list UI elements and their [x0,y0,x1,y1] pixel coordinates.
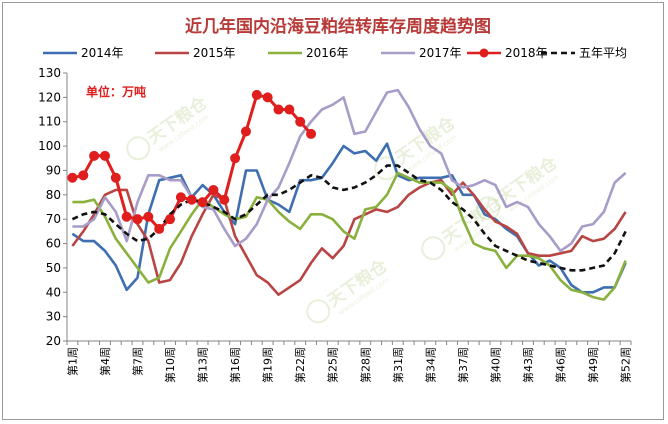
y-tick-label: 30 [46,310,61,324]
data-point-marker [175,192,186,203]
data-point-marker [230,153,241,164]
legend-label-4: 2018年 [505,46,548,60]
y-tick-label: 20 [46,334,61,348]
x-tick-label: 第46周 [554,347,568,383]
data-point-marker [143,211,154,222]
y-tick-label: 100 [38,139,61,153]
data-point-marker [99,150,110,161]
data-point-marker [165,214,176,225]
watermark-logo-icon [476,196,501,221]
x-tick-label: 第37周 [456,347,470,383]
data-point-marker [208,184,219,195]
data-point-marker [186,194,197,205]
series-markers [67,89,317,234]
x-tick-label: 第43周 [521,347,535,383]
chart-title: 近几年国内沿海豆粕结转库存周度趋势图 [185,16,491,37]
data-point-marker [154,223,165,234]
legend-label-5: 五年平均 [579,46,627,60]
x-tick-label: 第10周 [163,347,177,383]
data-point-marker [78,170,89,181]
x-tick-label: 第22周 [293,347,307,383]
watermark-logo-icon [306,299,331,324]
series-line-3 [72,88,627,253]
data-point-marker [240,126,251,137]
legend-label-0: 2014年 [81,46,124,60]
x-tick-label: 第16周 [228,347,242,383]
x-tick-label: 第4周 [98,347,112,376]
data-point-marker [121,211,132,222]
data-point-marker [197,197,208,208]
y-tick-label: 110 [38,115,61,129]
x-tick-label: 第52周 [619,347,633,383]
x-tick-label: 第1周 [65,347,79,376]
chart-frame: 近几年国内沿海豆粕结转库存周度趋势图 天下粮仓 www.cofeed.com 天下粮… [2,2,664,420]
x-tick-label: 第34周 [423,347,437,383]
data-point-marker [306,128,317,139]
data-point-marker [89,150,100,161]
y-tick-label: 70 [46,212,61,226]
x-tick-label: 第7周 [131,347,145,376]
data-point-marker [262,92,273,103]
legend-label-3: 2017年 [419,46,462,60]
series-line-5 [71,164,627,272]
series-line-1 [71,178,627,297]
watermark-logo-icon [421,236,446,261]
y-tick-label: 90 [46,163,61,177]
legend-label-2: 2016年 [306,46,349,60]
series-line-2 [72,171,627,301]
data-point-marker [251,89,262,100]
data-point-marker [219,194,230,205]
data-point-marker [110,172,121,183]
y-tick-label: 60 [46,237,61,251]
y-tick-label: 40 [46,285,61,299]
data-point-marker [132,214,143,225]
chart-legend: 2014年 2015年 2016年 2017年 2018年 五年平均 [43,46,627,60]
x-tick-label: 第28周 [358,347,372,383]
data-point-marker [295,116,306,127]
y-tick-label: 130 [38,66,61,80]
data-point-marker [284,104,295,115]
legend-marker [479,48,489,58]
watermark-logo-icon [374,156,399,181]
series-lines [71,88,627,301]
unit-label: 单位：万吨 [86,84,146,99]
y-tick-label: 50 [46,261,61,275]
x-axis: 第1周 第4周 第7周 第10周 第13周 第16周 第19周 第22周 第25周 第28周 第31… [65,340,633,383]
watermark-logo-icon [126,136,151,161]
x-tick-label: 第19周 [261,347,275,383]
x-tick-label: 第25周 [326,347,340,383]
legend-label-1: 2015年 [193,46,236,60]
x-tick-label: 第49周 [586,347,600,383]
y-axis: 20 30 40 50 60 70 80 90 100 110 120 130 [38,66,68,348]
data-point-marker [67,172,78,183]
x-tick-label: 第40周 [488,347,502,383]
x-tick-label: 第13周 [196,347,210,383]
y-tick-label: 80 [46,188,61,202]
x-tick-label: 第31周 [391,347,405,383]
data-point-marker [273,104,284,115]
y-tick-label: 120 [38,90,61,104]
